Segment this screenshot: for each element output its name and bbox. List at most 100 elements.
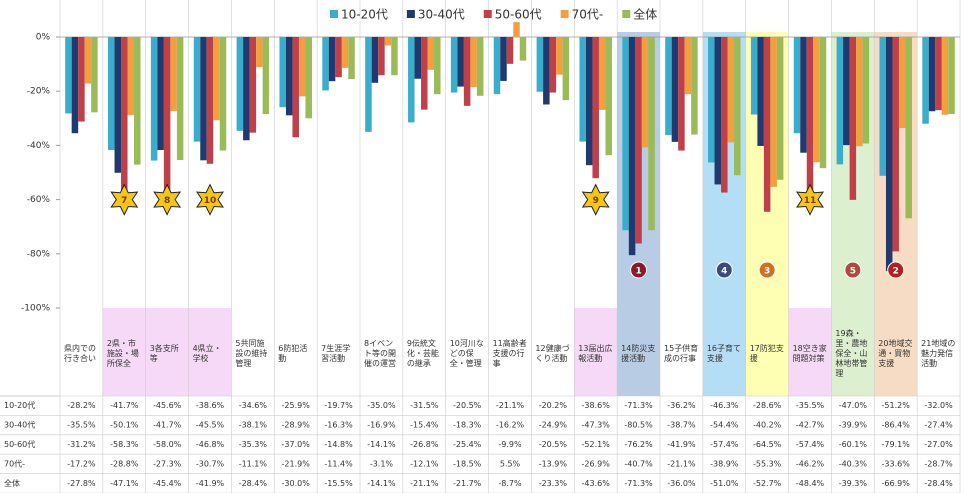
table-cell: -45.4% <box>153 479 182 488</box>
bar <box>922 37 929 124</box>
legend-label: 50-60代 <box>495 8 542 22</box>
table-cell: -14.1% <box>367 479 396 488</box>
table-cell: -20.5% <box>539 440 568 449</box>
table-cell: -40.2% <box>753 421 782 430</box>
table-cell: -12.1% <box>410 459 439 468</box>
category-label-box: 14防災支援活動 <box>621 344 655 363</box>
table-cell: -18.5% <box>453 459 482 468</box>
bar <box>776 37 784 180</box>
bar <box>341 37 349 68</box>
bar <box>721 37 728 193</box>
y-tick-label: -40% <box>27 141 51 151</box>
bar <box>579 37 586 142</box>
badge-label: 9 <box>593 196 599 206</box>
legend-swatch <box>330 10 338 18</box>
table-cell: -36.0% <box>667 479 696 488</box>
table-cell: -21.1% <box>496 401 525 410</box>
table-cell: 5.5% <box>500 459 521 468</box>
table-cell: -57.4% <box>710 440 739 449</box>
bar <box>941 37 949 115</box>
table-cell: -28.8% <box>110 459 139 468</box>
table-cell: -23.3% <box>539 479 568 488</box>
table-cell: -3.1% <box>370 459 394 468</box>
bar <box>328 37 336 82</box>
badge-label: 2 <box>893 267 899 277</box>
category-label: 4県立・学校 <box>192 344 222 363</box>
bar <box>665 37 672 136</box>
bar <box>176 37 184 161</box>
table-cell: -28.4% <box>239 479 268 488</box>
table-cell: -21.1% <box>667 459 696 468</box>
bar <box>879 37 886 176</box>
table-cell: -41.9% <box>196 479 225 488</box>
category-label: 3各支所等 <box>149 344 179 363</box>
bar <box>127 37 135 116</box>
badge-star <box>110 183 139 216</box>
bar <box>800 37 807 153</box>
table-cell: -35.5% <box>67 421 96 430</box>
bar <box>243 37 250 141</box>
bar <box>757 37 764 146</box>
bar <box>298 37 306 97</box>
bar <box>457 37 464 87</box>
badge-label: 3 <box>764 267 770 277</box>
bar <box>213 37 220 121</box>
bar <box>108 37 115 151</box>
bar <box>543 37 550 105</box>
bar <box>365 37 372 132</box>
category-label-box: 18空き家問題対策 <box>792 344 827 363</box>
table-cell: -41.9% <box>667 440 696 449</box>
bar <box>150 37 158 161</box>
table-cell: -28.2% <box>67 401 96 410</box>
category-label: 18空き家問題対策 <box>792 344 827 363</box>
category-label-box: 6防犯活動 <box>278 344 307 363</box>
category-label: 20地域交通・買物支援 <box>878 339 913 368</box>
bar <box>628 37 636 256</box>
bar <box>450 37 458 93</box>
badge-label: 4 <box>721 267 727 277</box>
bar <box>348 37 355 80</box>
table-cell: -15.5% <box>324 479 353 488</box>
bar <box>121 37 128 195</box>
table-cell: -28.7% <box>924 459 953 468</box>
bar <box>513 22 520 37</box>
table-cell: -21.9% <box>282 459 311 468</box>
bar <box>421 37 428 110</box>
category-label: 9伝統文化・芸能の継承 <box>406 339 439 368</box>
table-cell: -40.7% <box>624 459 653 468</box>
y-tick-label: -20% <box>27 87 51 97</box>
table-cell: -86.4% <box>882 421 911 430</box>
badge-circle <box>844 261 862 279</box>
category-label-box: 10河川などの保全・管理 <box>450 339 484 368</box>
legend-label: 70代- <box>572 8 604 22</box>
table-cell: -26.9% <box>582 459 611 468</box>
table-cell: -50.1% <box>110 421 139 430</box>
category-label-box: 県内での行き合い <box>64 344 96 363</box>
table-cell: -71.3% <box>624 401 653 410</box>
table-cell: -37.0% <box>282 440 311 449</box>
legend-swatch <box>406 10 415 18</box>
category-label-box: 4県立・学校 <box>192 344 222 363</box>
bar <box>65 37 72 114</box>
table-cell: -46.2% <box>796 459 825 468</box>
bar <box>506 37 514 64</box>
y-tick-label: 0% <box>36 33 51 43</box>
category-label: 2県・市施設・場所保全 <box>106 339 139 368</box>
table-cell: -40.3% <box>839 459 868 468</box>
category-label-box: 9伝統文化・芸能の継承 <box>406 339 439 368</box>
bar <box>836 37 844 165</box>
table-cell: -47.1% <box>110 479 139 488</box>
bar <box>335 37 342 78</box>
bar <box>708 37 715 163</box>
category-label-box: 12健康づくり活動 <box>535 344 569 363</box>
table-row-label: 全体 <box>4 478 20 488</box>
bar <box>322 37 329 91</box>
table-cell: -55.3% <box>753 459 782 468</box>
bar <box>170 37 177 111</box>
category-label: 15子供育成の行事 <box>664 344 699 363</box>
table-cell: -13.9% <box>539 459 568 468</box>
bar <box>556 37 563 75</box>
bar <box>806 37 814 193</box>
table-row-label: 30-40代 <box>4 420 35 430</box>
